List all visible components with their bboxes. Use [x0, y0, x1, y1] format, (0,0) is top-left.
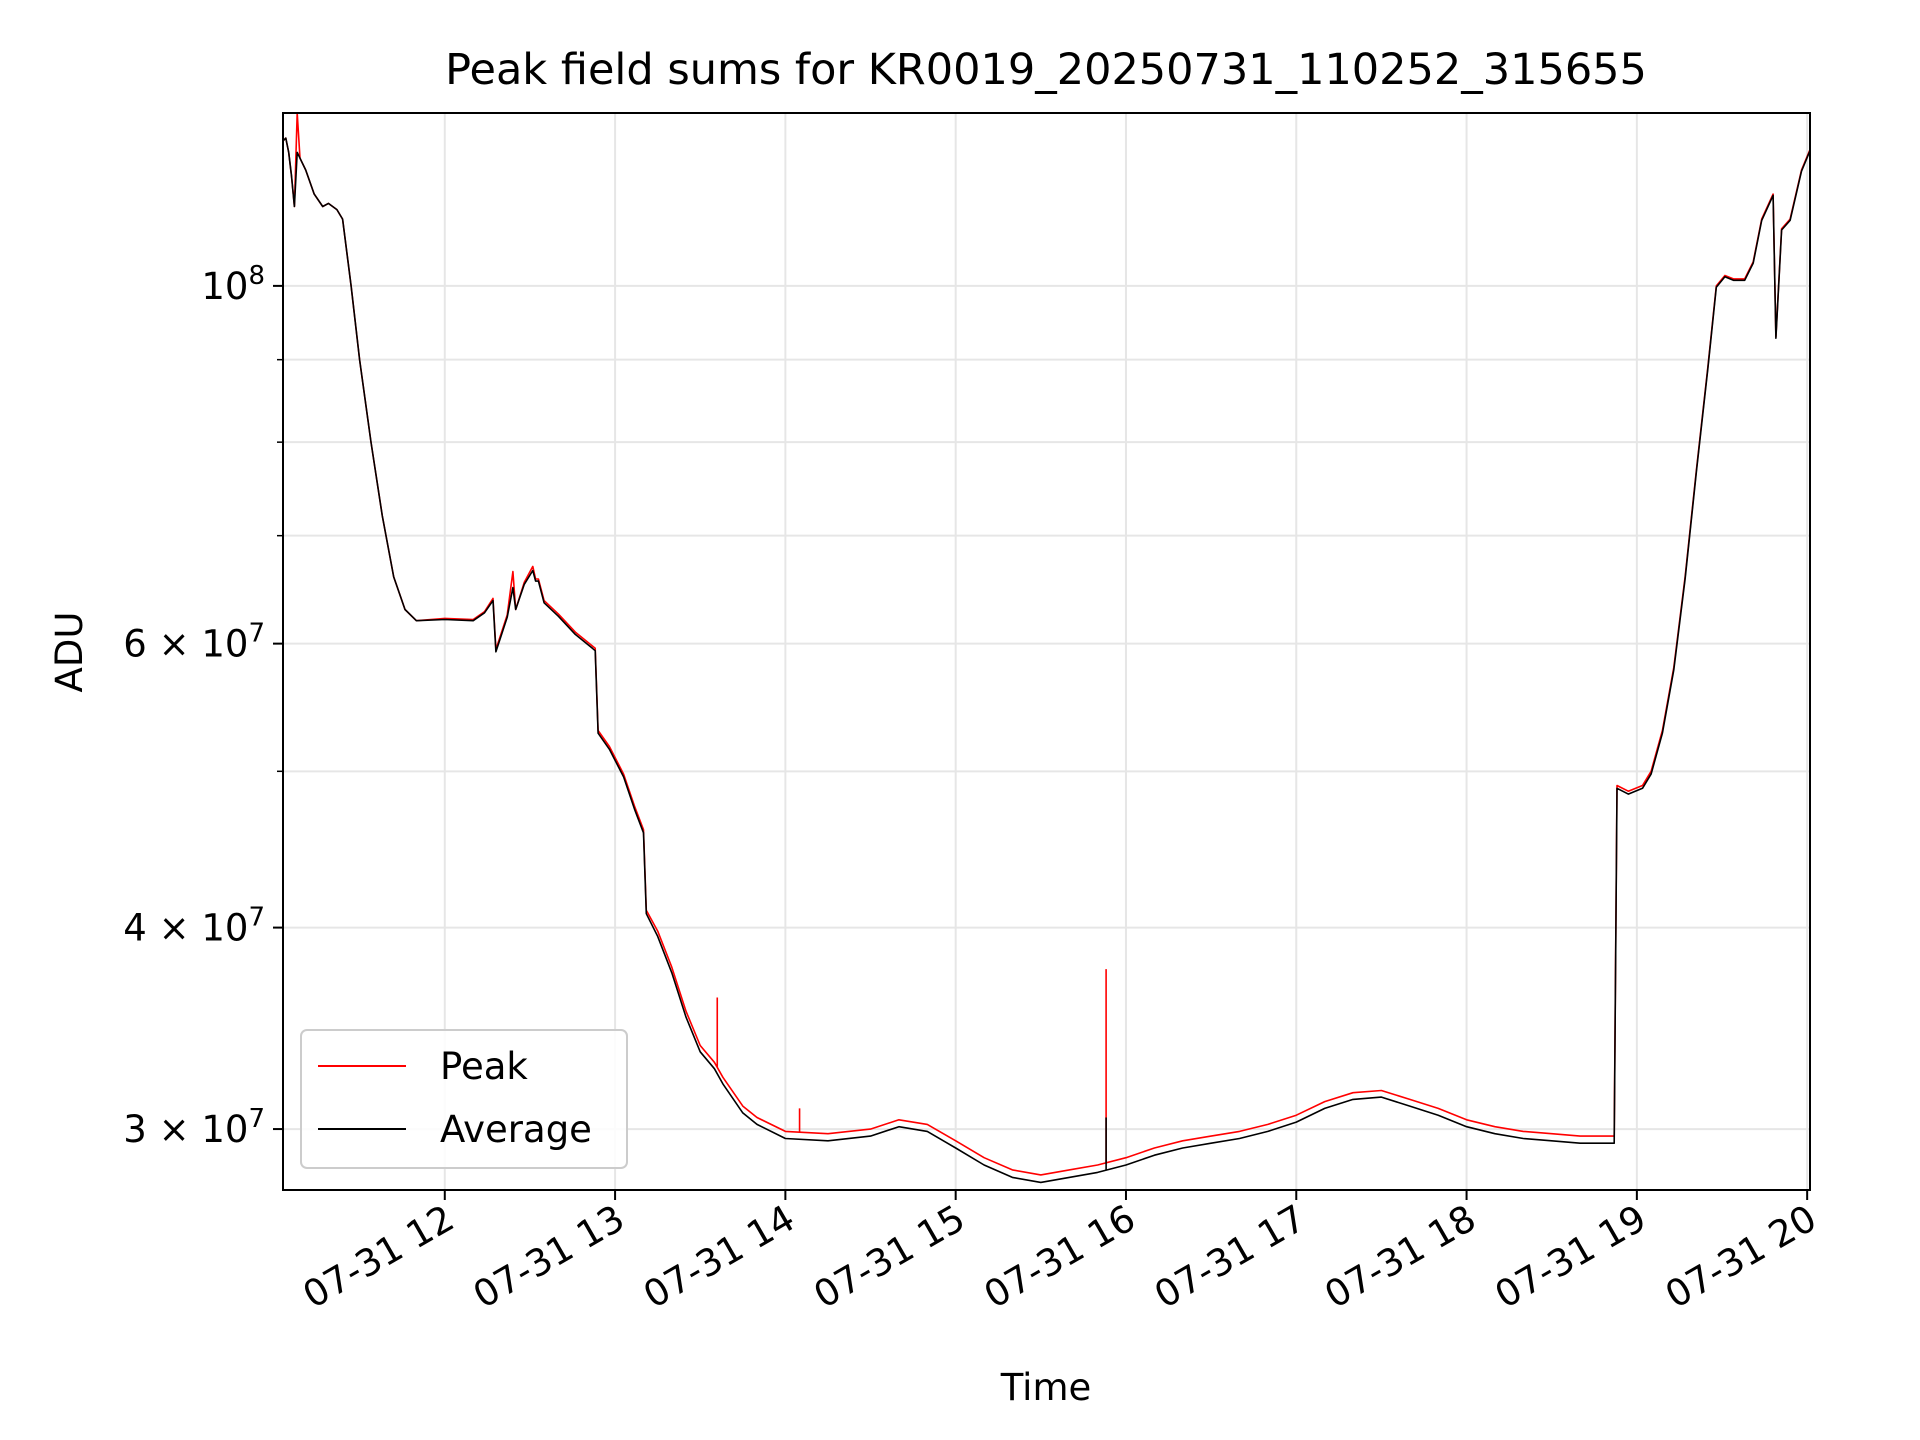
legend-label-peak: Peak: [440, 1045, 528, 1088]
y-axis-label: ADU: [48, 612, 91, 693]
y-tick-label: 3 × 107: [123, 1104, 265, 1151]
plot-frame: [282, 112, 1811, 1191]
legend-box: [300, 1029, 628, 1169]
y-tick-label: 4 × 107: [123, 903, 265, 950]
grid-layer: [283, 113, 1810, 1190]
legend-label-average: Average: [440, 1108, 592, 1151]
x-axis-label: Time: [1000, 1366, 1092, 1409]
data-layer: [282, 112, 1811, 1184]
series-line-average: [282, 137, 1811, 1184]
legend: Peak Average: [300, 1029, 628, 1169]
y-tick-label: 108: [201, 261, 265, 308]
chart-title: Peak field sums for KR0019_20250731_1102…: [445, 45, 1647, 95]
y-tick-label: 6 × 107: [123, 619, 265, 666]
